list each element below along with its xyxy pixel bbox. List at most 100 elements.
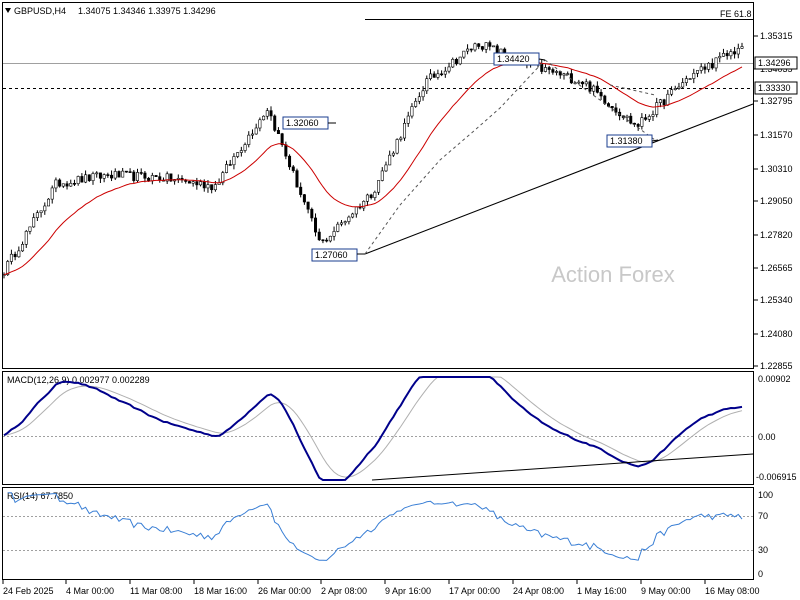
price-tick-label: 1.22855 — [760, 361, 793, 371]
candle-body — [140, 172, 142, 173]
candle-body — [337, 224, 339, 231]
candle-body — [118, 171, 120, 177]
candle-body — [585, 82, 587, 84]
candle-body — [596, 86, 598, 92]
candle-body — [400, 138, 402, 139]
candle-body — [47, 199, 49, 206]
candle-body — [107, 175, 109, 176]
candle-body — [136, 172, 138, 180]
candle — [396, 138, 398, 154]
candle-body — [147, 178, 149, 181]
candle — [222, 171, 224, 185]
candle-body — [325, 240, 327, 241]
candle-body — [66, 184, 68, 186]
candle-body — [589, 82, 591, 91]
candle — [58, 178, 60, 187]
candle-body — [299, 187, 301, 194]
annotation-text: 1.34420 — [497, 54, 530, 64]
price-tick: 1.22855 — [754, 361, 793, 371]
price-tick-label: 1.35315 — [760, 31, 793, 41]
rsi-tick-label: 70 — [758, 511, 768, 521]
candle-body — [125, 171, 127, 172]
candle-body — [10, 254, 12, 261]
candle-body — [659, 100, 661, 103]
candle-body — [277, 130, 279, 133]
candle-body — [292, 167, 294, 171]
candle-body — [233, 156, 235, 164]
candle-body — [566, 74, 568, 75]
candle-body — [474, 44, 476, 50]
candle-body — [58, 180, 60, 186]
candle-body — [96, 173, 98, 174]
candle-body — [322, 240, 324, 241]
annotation-may-low: 1.31380 — [607, 135, 658, 147]
candle-body — [630, 116, 632, 123]
candle-body — [133, 172, 135, 181]
candle-body — [203, 182, 205, 188]
candle-body — [411, 107, 413, 117]
price-tick: 1.31570 — [754, 130, 793, 140]
candle-body — [377, 180, 379, 192]
candle-body — [303, 195, 305, 202]
ohlc-label: 1.34075 1.34346 1.33975 1.34296 — [78, 6, 216, 16]
candle — [170, 174, 172, 182]
price-tick: 1.26565 — [754, 263, 793, 273]
candle — [133, 170, 135, 183]
candle-body — [262, 116, 264, 120]
candle — [188, 181, 190, 184]
candle-body — [448, 67, 450, 71]
candle-body — [544, 67, 546, 71]
candle — [459, 57, 461, 65]
candle-body — [670, 90, 672, 95]
candle-body — [240, 151, 242, 153]
candle-body — [437, 74, 439, 78]
time-tick-label: 26 Mar 00:00 — [258, 586, 311, 596]
candle-body — [192, 182, 194, 184]
annotation-text: 1.31380 — [610, 136, 643, 146]
annotation-text: 1.32060 — [286, 118, 319, 128]
candle-body — [248, 135, 250, 144]
candle-body — [737, 48, 739, 54]
candle — [155, 175, 157, 177]
candle-body — [555, 71, 557, 72]
candle-body — [288, 156, 290, 167]
candle-body — [214, 185, 216, 190]
current-price-value: 1.34296 — [758, 58, 791, 68]
price-tick-label: 1.27820 — [760, 230, 793, 240]
candle-body — [463, 51, 465, 57]
candle-body — [459, 57, 461, 64]
candle-body — [266, 111, 268, 117]
annotation-text: 1.27060 — [315, 250, 348, 260]
candle-body — [21, 244, 23, 251]
watermark: Action Forex — [551, 262, 675, 287]
price-tick-label: 1.31570 — [760, 130, 793, 140]
candle-body — [600, 92, 602, 96]
price-tick-label: 1.26565 — [760, 263, 793, 273]
candle-body — [470, 49, 472, 50]
annotation-apr-high: 1.32060 — [283, 117, 336, 129]
time-tick-label: 1 May 16:00 — [577, 586, 627, 596]
candle-body — [129, 172, 131, 173]
candle-body — [466, 49, 468, 51]
candle-body — [229, 164, 231, 165]
candle-body — [103, 175, 105, 179]
candle-body — [578, 82, 580, 83]
candle-body — [307, 202, 309, 209]
candle-body — [444, 71, 446, 74]
time-tick-label: 24 Feb 2025 — [3, 586, 54, 596]
candle-body — [340, 223, 342, 224]
price-tick: 1.24080 — [754, 329, 793, 339]
price-tick: 1.29050 — [754, 196, 793, 206]
candle-body — [314, 218, 316, 232]
time-tick-label: 16 May 08:00 — [705, 586, 760, 596]
candle-body — [285, 145, 287, 156]
candle-body — [492, 46, 494, 47]
time-tick-label: 24 Apr 08:00 — [513, 586, 564, 596]
price-tick-label: 1.32795 — [760, 96, 793, 106]
candle-body — [581, 82, 583, 84]
candle-body — [210, 185, 212, 190]
macd-tick-label: -0.006915 — [756, 472, 797, 482]
candle-body — [477, 44, 479, 47]
current-price-badge: 1.34296 — [755, 57, 797, 69]
